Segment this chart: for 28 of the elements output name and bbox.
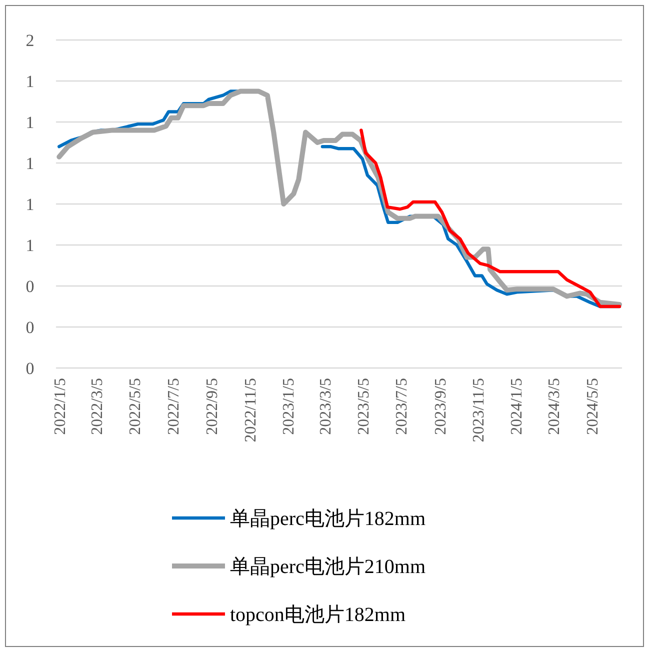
x-tick-label: 2023/5/5 xyxy=(355,378,372,435)
x-tick-label: 2022/9/5 xyxy=(204,378,222,435)
x-tick-label: 2023/11/5 xyxy=(470,378,488,442)
x-tick-label: 2023/3/5 xyxy=(317,378,334,435)
legend-label: 单晶perc电池片210mm xyxy=(230,556,426,578)
x-tick-label: 2024/1/5 xyxy=(508,378,526,435)
x-tick-label: 2022/3/5 xyxy=(89,378,106,435)
y-tick-label: 1 xyxy=(26,195,34,214)
y-tick-label: 0 xyxy=(26,277,34,296)
y-tick-label: 1 xyxy=(26,236,34,255)
y-tick-label: 1 xyxy=(26,113,34,132)
y-tick-label: 0 xyxy=(26,359,34,378)
x-tick-label: 2022/11/5 xyxy=(242,378,260,442)
y-tick-label: 1 xyxy=(26,72,34,91)
x-tick-label: 2022/7/5 xyxy=(165,378,182,435)
y-tick-label: 1 xyxy=(26,154,34,173)
x-tick-label: 2024/3/5 xyxy=(546,378,564,435)
x-tick-label: 2022/1/5 xyxy=(52,378,70,435)
y-tick-label: 2 xyxy=(26,31,34,50)
x-tick-label: 2023/1/5 xyxy=(280,378,298,435)
x-tick-label: 2022/5/5 xyxy=(127,378,144,435)
x-tick-label: 2024/5/5 xyxy=(584,378,602,435)
legend-label: topcon电池片182mm xyxy=(230,604,406,626)
line-series xyxy=(360,128,622,308)
x-tick-label: 2023/9/5 xyxy=(432,378,450,435)
legend-label: 单晶perc电池片182mm xyxy=(230,508,426,530)
x-tick-label: 2023/7/5 xyxy=(394,378,411,435)
y-tick-label: 0 xyxy=(26,318,34,337)
